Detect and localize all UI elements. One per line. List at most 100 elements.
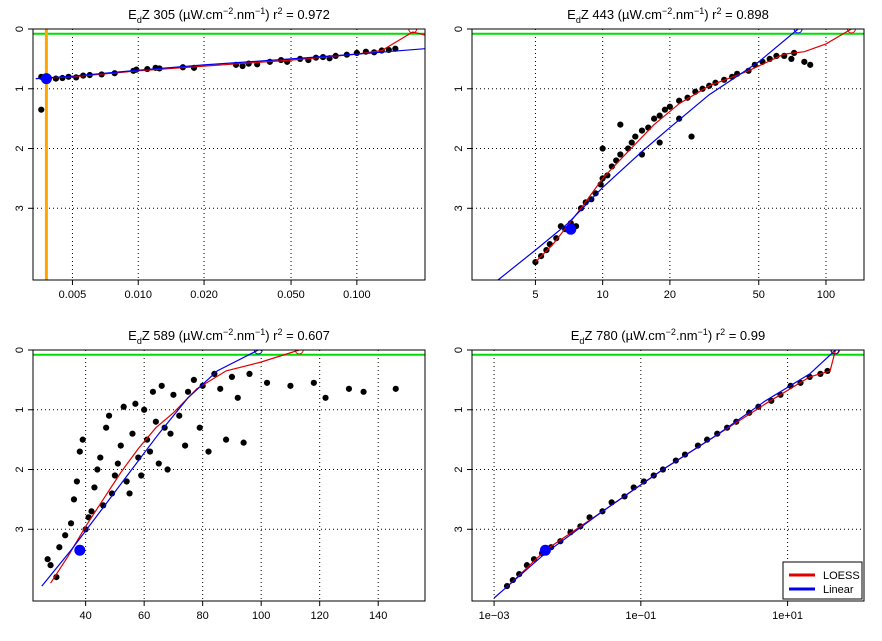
title-part: E (567, 7, 576, 22)
data-point (509, 576, 516, 584)
legend-box (782, 561, 863, 600)
legend-label: LOESS (823, 570, 860, 582)
data-point (184, 388, 192, 395)
plot-frame (32, 28, 426, 281)
title-part: E (128, 328, 137, 343)
data-point (239, 62, 246, 70)
data-point (628, 139, 635, 146)
data-point (345, 385, 353, 392)
legend-label: Linear (823, 584, 854, 596)
plot-frame (471, 349, 865, 602)
linear-surface-marker (253, 350, 263, 355)
y-tick-label: 2 (453, 145, 465, 151)
data-point (56, 544, 63, 551)
x-tick-label: 1e−03 (479, 610, 510, 622)
data-point (129, 430, 136, 437)
data-point (807, 61, 814, 68)
data-point (656, 112, 663, 119)
data-point (126, 490, 133, 497)
data-point (117, 442, 124, 449)
data-point (38, 106, 45, 113)
data-point (592, 190, 599, 197)
title-part: −2 (223, 6, 233, 16)
data-point (228, 373, 236, 380)
loess-surface-marker (846, 29, 856, 34)
title-part: Z 780 (µW.cm (584, 328, 665, 343)
panel-3: 40 60 80 100 120 140 0 1 2 3 EdZ 589 (µW.cm−2.nm−1… (14, 327, 426, 622)
title-part: E (128, 7, 137, 22)
x-tick-label: 5 (532, 289, 538, 301)
title-part: .nm (233, 328, 255, 343)
data-point (234, 394, 241, 401)
highlight-point (539, 544, 551, 556)
panel-4: 1e−03 1e−01 1e+01 0 1 2 3 EdZ 780 (µW.cm−2.nm−1… (453, 327, 865, 622)
data-point (217, 385, 224, 392)
data-point (205, 448, 212, 455)
data-point (656, 139, 663, 146)
panel-title: EdZ 780 (µW.cm−2.nm−1) r2 = 0.99 (571, 327, 765, 346)
data-point (196, 424, 203, 431)
data-point (676, 115, 683, 122)
plot-frame (32, 349, 426, 602)
data-point (599, 145, 606, 152)
data-point (100, 502, 107, 509)
title-part: −1 (698, 327, 708, 337)
x-tick-label: 10 (597, 289, 609, 301)
plot-area (33, 350, 425, 587)
title-part: ) r (708, 328, 721, 343)
highlight-point (40, 73, 52, 85)
data-point (608, 163, 615, 170)
data-point (62, 532, 69, 539)
data-point (176, 412, 183, 419)
title-part: −1 (694, 6, 704, 16)
data-point (97, 454, 104, 461)
y-tick-label: 0 (14, 26, 26, 32)
data-point (617, 151, 624, 158)
data-point (263, 379, 271, 386)
data-point (114, 460, 121, 467)
data-point (788, 55, 795, 62)
y-tick-label: 3 (453, 526, 465, 532)
data-point (155, 460, 162, 467)
y-tick-label: 3 (14, 526, 26, 532)
data-point (704, 436, 711, 443)
data-point (632, 133, 639, 140)
panel-title: EdZ 305 (µW.cm−2.nm−1) r2 = 0.972 (128, 6, 330, 25)
x-tick-label: 140 (369, 610, 387, 622)
data-point (167, 430, 174, 437)
title-part: 2 (277, 327, 282, 337)
y-tick-label: 0 (453, 347, 465, 353)
panel-1: 0.005 0.010 0.020 0.050 0.100 0 1 2 3 EdZ 305 (µW… (14, 6, 426, 301)
x-tick-label: 100 (252, 610, 270, 622)
data-point (88, 508, 95, 515)
data-point (360, 388, 367, 395)
title-part: .nm (676, 328, 698, 343)
y-tick-label: 3 (14, 205, 26, 211)
title-part: ) r (265, 328, 278, 343)
title-part: E (571, 328, 580, 343)
x-tick-label: 0.005 (59, 289, 87, 301)
data-point (801, 58, 808, 65)
title-part: d (576, 15, 581, 25)
data-point (516, 571, 523, 578)
panel-2: 5 10 20 50 100 0 1 2 3 EdZ 443 (µW.cm−2.nm−1) r2 … (453, 6, 865, 301)
data-point (152, 418, 159, 425)
data-point (108, 490, 116, 497)
plot-area (472, 350, 864, 599)
data-point (604, 172, 611, 179)
data-point (132, 400, 139, 407)
data-point (694, 442, 702, 449)
data-point (322, 394, 329, 401)
highlight-point (565, 223, 577, 235)
x-tick-label: 1e−01 (625, 610, 656, 622)
data-point (82, 526, 89, 533)
y-tick-label: 2 (14, 145, 26, 151)
linear-fit-line (493, 350, 836, 599)
data-point (79, 436, 86, 443)
panel-title: EdZ 443 (µW.cm−2.nm−1) r2 = 0.898 (567, 6, 769, 25)
linear-fit-line (497, 29, 799, 280)
title-part: Z 305 (µW.cm (142, 7, 223, 22)
data-point (392, 45, 399, 52)
data-point (688, 133, 695, 140)
x-tick-label: 50 (753, 289, 765, 301)
